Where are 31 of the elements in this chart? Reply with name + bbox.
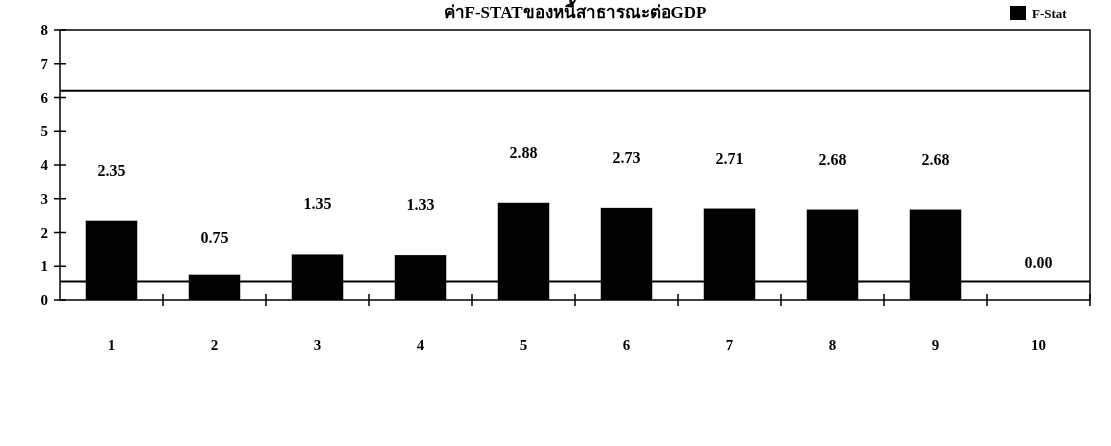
text: 0.75 [200,228,229,246]
y-tick-label: 2 [40,224,48,241]
y-tick-label: 7 [40,55,49,72]
y-tick-label: 4 [40,157,49,173]
text: 1.33 [406,196,435,214]
text: 0.00 [1024,254,1053,271]
y-tick-label: 8 [40,22,48,38]
x-tick-label: 6 [622,337,631,353]
x-tick-label: 7 [725,337,734,353]
y-tick-label: 0 [40,292,48,308]
text: 1.35 [303,195,332,213]
x-tick-label: 3 [313,337,322,353]
text: 2.68 [818,150,847,168]
x-tick-label: 2 [210,337,219,353]
x-tick-label: 4 [416,337,425,353]
y-tick-label: 5 [40,123,48,140]
y-tick-label: 1 [40,258,48,275]
x-tick-label: 10 [1031,337,1046,353]
x-tick-label: 9 [931,337,940,353]
text: 2.71 [715,149,744,167]
text: 2.73 [612,148,641,166]
x-tick-label: 8 [828,337,837,353]
x-tick-label: 1 [107,337,116,353]
chart-title: ค่าF-STATของหนี้สาธารณะต่อGDP [443,0,707,22]
text: 2.68 [921,150,950,168]
y-tick-label: 3 [40,190,48,207]
legend-label: F-Stat [1032,6,1068,21]
x-tick-label: 5 [519,337,528,353]
y-tick-label: 6 [40,89,49,106]
text: 2.88 [509,143,538,161]
text: 2.35 [97,161,126,179]
